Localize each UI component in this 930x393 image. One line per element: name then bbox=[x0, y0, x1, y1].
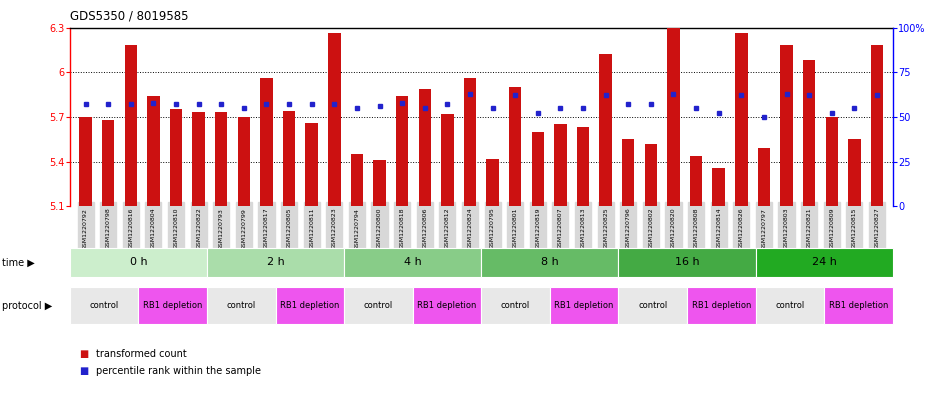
Bar bbox=[644, 144, 658, 206]
Bar bbox=[780, 45, 792, 206]
Bar bbox=[351, 154, 363, 206]
Bar bbox=[735, 33, 748, 206]
Bar bbox=[464, 78, 476, 206]
Text: time ▶: time ▶ bbox=[2, 257, 34, 267]
Bar bbox=[413, 287, 481, 324]
Text: 16 h: 16 h bbox=[675, 257, 699, 267]
Bar bbox=[102, 120, 114, 206]
Bar bbox=[550, 287, 618, 324]
Bar bbox=[373, 160, 386, 206]
Bar bbox=[687, 287, 755, 324]
Bar bbox=[826, 117, 838, 206]
Text: ■: ■ bbox=[79, 349, 88, 359]
Text: control: control bbox=[638, 301, 668, 310]
Bar bbox=[147, 96, 160, 206]
Bar bbox=[755, 287, 824, 324]
Bar bbox=[206, 248, 344, 277]
Bar bbox=[758, 148, 770, 206]
Bar bbox=[396, 96, 408, 206]
Text: RB1 depletion: RB1 depletion bbox=[829, 301, 888, 310]
Text: protocol ▶: protocol ▶ bbox=[2, 301, 52, 310]
Bar bbox=[283, 111, 296, 206]
Text: control: control bbox=[227, 301, 256, 310]
Text: ■: ■ bbox=[79, 366, 88, 376]
Text: 8 h: 8 h bbox=[541, 257, 559, 267]
Bar bbox=[206, 287, 275, 324]
Bar bbox=[618, 248, 755, 277]
Bar bbox=[622, 139, 634, 206]
Bar bbox=[344, 287, 413, 324]
Text: control: control bbox=[501, 301, 530, 310]
Text: 0 h: 0 h bbox=[129, 257, 147, 267]
Bar bbox=[532, 132, 544, 206]
Text: RB1 depletion: RB1 depletion bbox=[692, 301, 751, 310]
Bar bbox=[509, 87, 522, 206]
Bar bbox=[618, 287, 687, 324]
Text: percentile rank within the sample: percentile rank within the sample bbox=[96, 366, 260, 376]
Text: 2 h: 2 h bbox=[267, 257, 285, 267]
Text: 4 h: 4 h bbox=[404, 257, 421, 267]
Bar bbox=[486, 159, 498, 206]
Bar bbox=[441, 114, 454, 206]
Bar bbox=[238, 117, 250, 206]
Bar bbox=[275, 287, 344, 324]
Bar bbox=[667, 28, 680, 206]
Bar bbox=[305, 123, 318, 206]
Text: GDS5350 / 8019585: GDS5350 / 8019585 bbox=[70, 10, 188, 23]
Bar bbox=[600, 54, 612, 206]
Bar bbox=[690, 156, 702, 206]
Text: RB1 depletion: RB1 depletion bbox=[554, 301, 614, 310]
Bar bbox=[79, 117, 92, 206]
Bar bbox=[139, 287, 206, 324]
Bar bbox=[70, 287, 139, 324]
Bar bbox=[328, 33, 340, 206]
Text: RB1 depletion: RB1 depletion bbox=[143, 301, 203, 310]
Text: control: control bbox=[364, 301, 393, 310]
Bar bbox=[482, 248, 618, 277]
Bar bbox=[344, 248, 482, 277]
Bar bbox=[260, 78, 272, 206]
Bar bbox=[803, 60, 816, 206]
Bar bbox=[193, 112, 205, 206]
Bar bbox=[482, 287, 550, 324]
Bar bbox=[755, 248, 893, 277]
Text: RB1 depletion: RB1 depletion bbox=[280, 301, 339, 310]
Bar bbox=[170, 110, 182, 206]
Bar bbox=[70, 248, 206, 277]
Text: RB1 depletion: RB1 depletion bbox=[418, 301, 477, 310]
Bar bbox=[577, 127, 590, 206]
Text: control: control bbox=[89, 301, 119, 310]
Bar bbox=[554, 124, 566, 206]
Bar bbox=[125, 45, 137, 206]
Bar bbox=[418, 88, 431, 206]
Text: control: control bbox=[776, 301, 804, 310]
Bar bbox=[215, 112, 228, 206]
Text: 24 h: 24 h bbox=[812, 257, 837, 267]
Bar bbox=[870, 45, 883, 206]
Bar bbox=[848, 139, 860, 206]
Text: transformed count: transformed count bbox=[96, 349, 187, 359]
Bar bbox=[712, 167, 724, 206]
Bar bbox=[824, 287, 893, 324]
